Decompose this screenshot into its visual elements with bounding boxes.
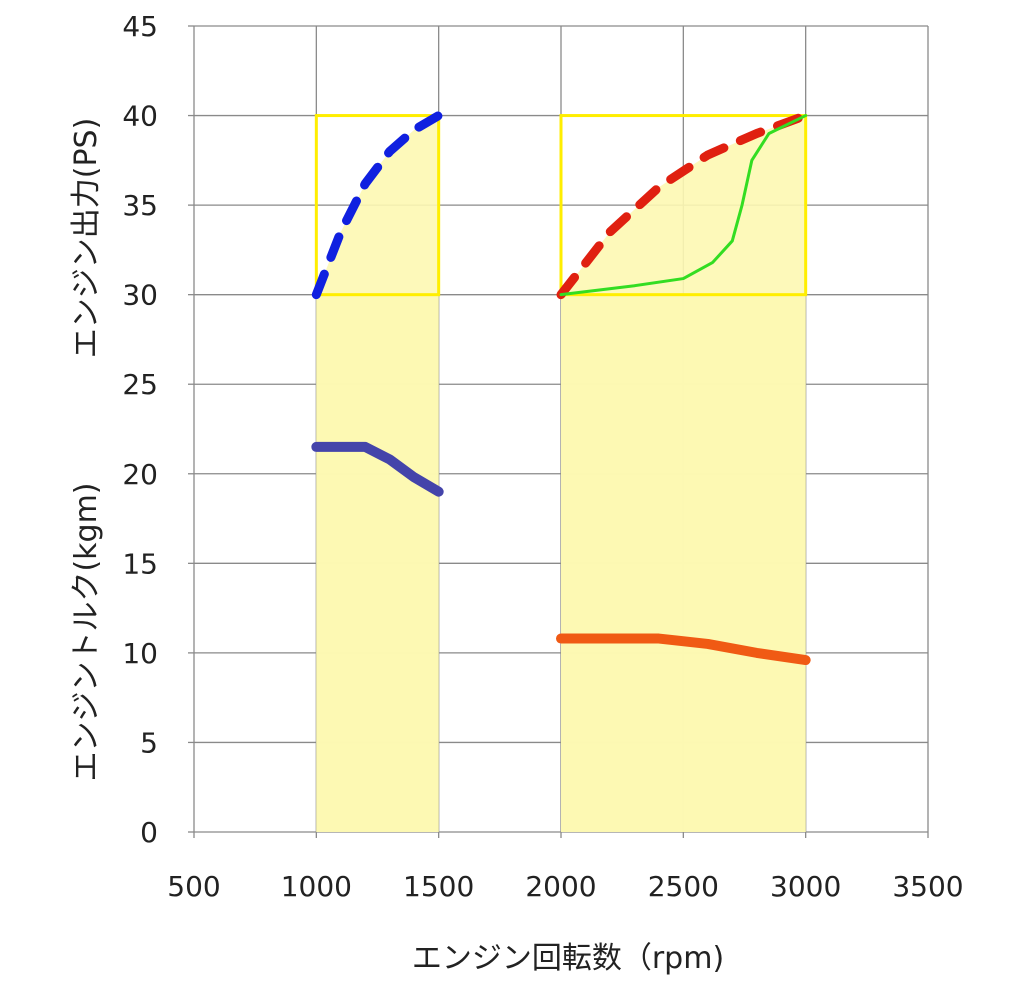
grid xyxy=(188,25,929,838)
torque-blue-line xyxy=(311,441,444,497)
tick-labels: 500 1000 1500 2000 2500 3000 3500 0 5 10 15 20 25 30 3… xyxy=(122,10,963,903)
power-blue-area xyxy=(316,115,439,833)
y-axis-label-lower: エンジントルク(kgm) xyxy=(69,482,104,781)
x-tick-label-2500: 2500 xyxy=(648,870,719,903)
x-tick-label-500: 500 xyxy=(167,870,220,903)
x-tick-label-1000: 1000 xyxy=(281,870,352,903)
y-tick-label-45: 45 xyxy=(122,10,158,43)
power-blue-line xyxy=(311,111,444,300)
y-tick-label-5: 5 xyxy=(140,726,158,759)
y-tick-label-10: 10 xyxy=(122,637,158,670)
x-tick-label-1500: 1500 xyxy=(403,870,474,903)
x-axis-label: エンジン回転数（rpm) xyxy=(412,941,724,976)
y-tick-label-40: 40 xyxy=(122,100,158,133)
y-tick-label-15: 15 xyxy=(122,547,158,580)
y-tick-label-35: 35 xyxy=(122,189,158,222)
x-tick-label-3000: 3000 xyxy=(770,870,841,903)
series-lines xyxy=(311,111,811,666)
y-tick-label-20: 20 xyxy=(122,458,158,491)
highlight-boxes xyxy=(314,114,808,297)
y-tick-label-25: 25 xyxy=(122,368,158,401)
power-red-line xyxy=(556,111,811,300)
x-tick-label-3500: 3500 xyxy=(892,870,963,903)
box-2000-3000 xyxy=(559,114,808,297)
box-1000-1500 xyxy=(314,114,441,297)
x-tick-label-2000: 2000 xyxy=(525,870,596,903)
power-red-area xyxy=(561,115,806,833)
y-tick-label-30: 30 xyxy=(122,279,158,312)
y-axis-label-upper: エンジン出力(PS) xyxy=(69,118,104,359)
torque-orange-line xyxy=(556,633,811,666)
y-tick-label-0: 0 xyxy=(140,816,158,849)
